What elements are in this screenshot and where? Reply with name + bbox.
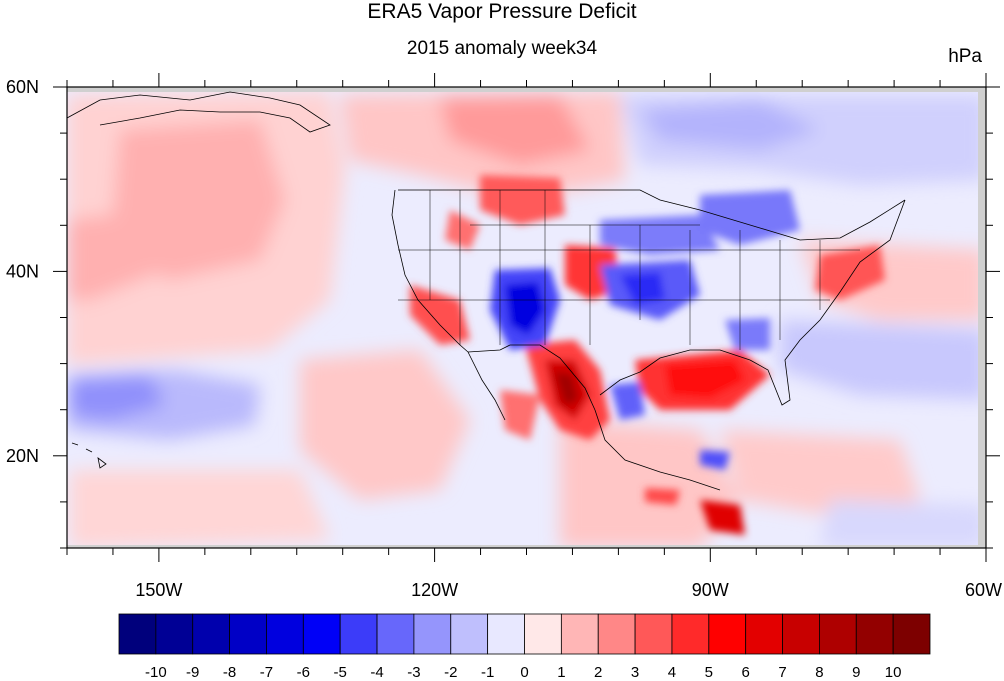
x-tick-label: 60W: [965, 580, 1002, 600]
mexico-outline: [594, 409, 721, 491]
colorbar-tick-label: 7: [778, 664, 786, 681]
colorbar-swatch: [376, 613, 415, 655]
colorbar-tick-label: 1: [557, 664, 565, 681]
anomaly-field-broad: [67, 92, 986, 548]
axis-tick-labels: 150W 120W 90W 60W 60N 40N 20N: [6, 77, 1002, 600]
state-lines: [398, 190, 860, 350]
us-canada-border: [398, 189, 906, 241]
chart-subtitle: 2015 anomaly week34: [406, 38, 598, 59]
alaska-outline: [67, 91, 331, 133]
colorbar-tick-label: 8: [815, 664, 823, 681]
colorbar-swatch: [302, 613, 341, 655]
colorbar-tick-label: -3: [407, 664, 420, 681]
colorbar-swatch: [413, 613, 452, 655]
colorbar-swatch: [524, 613, 562, 655]
gulf-coast-outline: [599, 349, 751, 396]
colorbar-tick-label: -4: [370, 664, 383, 681]
colorbar-tick-label: 4: [668, 664, 676, 681]
colorbar-swatch: [155, 613, 194, 655]
colorbar-swatch: [634, 613, 673, 655]
colorbar-swatch: [819, 613, 857, 655]
colorbar-labels: -10 -9 -8 -7 -6 -5 -4 -3 -2 -1 0 1 2 3 4 5 6 7 8 9 10: [145, 664, 901, 681]
y-tick-label: 40N: [6, 261, 39, 281]
east-coast-outline: [749, 199, 906, 406]
missing-data-strip: [67, 87, 986, 92]
colorbar-tick-label: -2: [444, 664, 457, 681]
axis-ticks: [53, 73, 1000, 562]
colorbar-swatch: [118, 613, 157, 655]
colorbar-swatch: [560, 613, 599, 655]
y-tick-label: 20N: [6, 446, 39, 466]
colorbar-swatch: [597, 613, 636, 655]
colorbar-swatch: [745, 613, 783, 655]
colorbar-swatch: [450, 613, 489, 655]
hawaii-outline: [71, 442, 107, 469]
colorbar-tick-label: 2: [594, 664, 602, 681]
x-tick-label: 90W: [692, 580, 729, 600]
colorbar-tick-label: 5: [705, 664, 713, 681]
baja-outline: [467, 351, 506, 421]
colorbar-tick-label: 0: [520, 664, 528, 681]
colorbar-swatch: [339, 613, 378, 655]
colorbar-swatch: [855, 613, 894, 655]
colorbar-swatch: [892, 613, 931, 655]
units-label: hPa: [948, 46, 982, 67]
colorbar-tick-label: -7: [260, 664, 273, 681]
colorbar-tick-label: -9: [186, 664, 199, 681]
colorbar-swatch: [266, 613, 304, 655]
colorbar: [118, 613, 931, 655]
colorbar-swatch: [229, 613, 267, 655]
missing-data-strip: [67, 545, 986, 548]
colorbar-tick-label: 6: [742, 664, 750, 681]
colorbar-swatch: [708, 613, 747, 655]
border-outline: [467, 344, 596, 411]
colorbar-swatch: [671, 613, 710, 655]
chart-title: ERA5 Vapor Pressure Deficit: [367, 0, 637, 23]
colorbar-swatch: [487, 613, 525, 655]
west-coast-outline: [391, 189, 469, 353]
map-outlines: [67, 91, 906, 491]
colorbar-tick-label: -1: [481, 664, 494, 681]
anomaly-field-strong: [410, 175, 885, 535]
colorbar-swatch: [192, 613, 230, 655]
colorbar-tick-label: 10: [885, 664, 902, 681]
colorbar-tick-label: 9: [852, 664, 860, 681]
x-tick-label: 150W: [135, 580, 182, 600]
missing-data-strip: [978, 87, 986, 548]
colorbar-tick-label: -6: [297, 664, 310, 681]
colorbar-tick-label: 3: [631, 664, 639, 681]
colorbar-tick-label: -5: [334, 664, 347, 681]
x-tick-label: 120W: [411, 580, 458, 600]
colorbar-tick-label: -8: [223, 664, 236, 681]
colorbar-tick-label: -10: [145, 664, 167, 681]
y-tick-label: 60N: [6, 77, 39, 97]
map-area: [67, 87, 986, 548]
colorbar-swatch: [782, 613, 820, 655]
